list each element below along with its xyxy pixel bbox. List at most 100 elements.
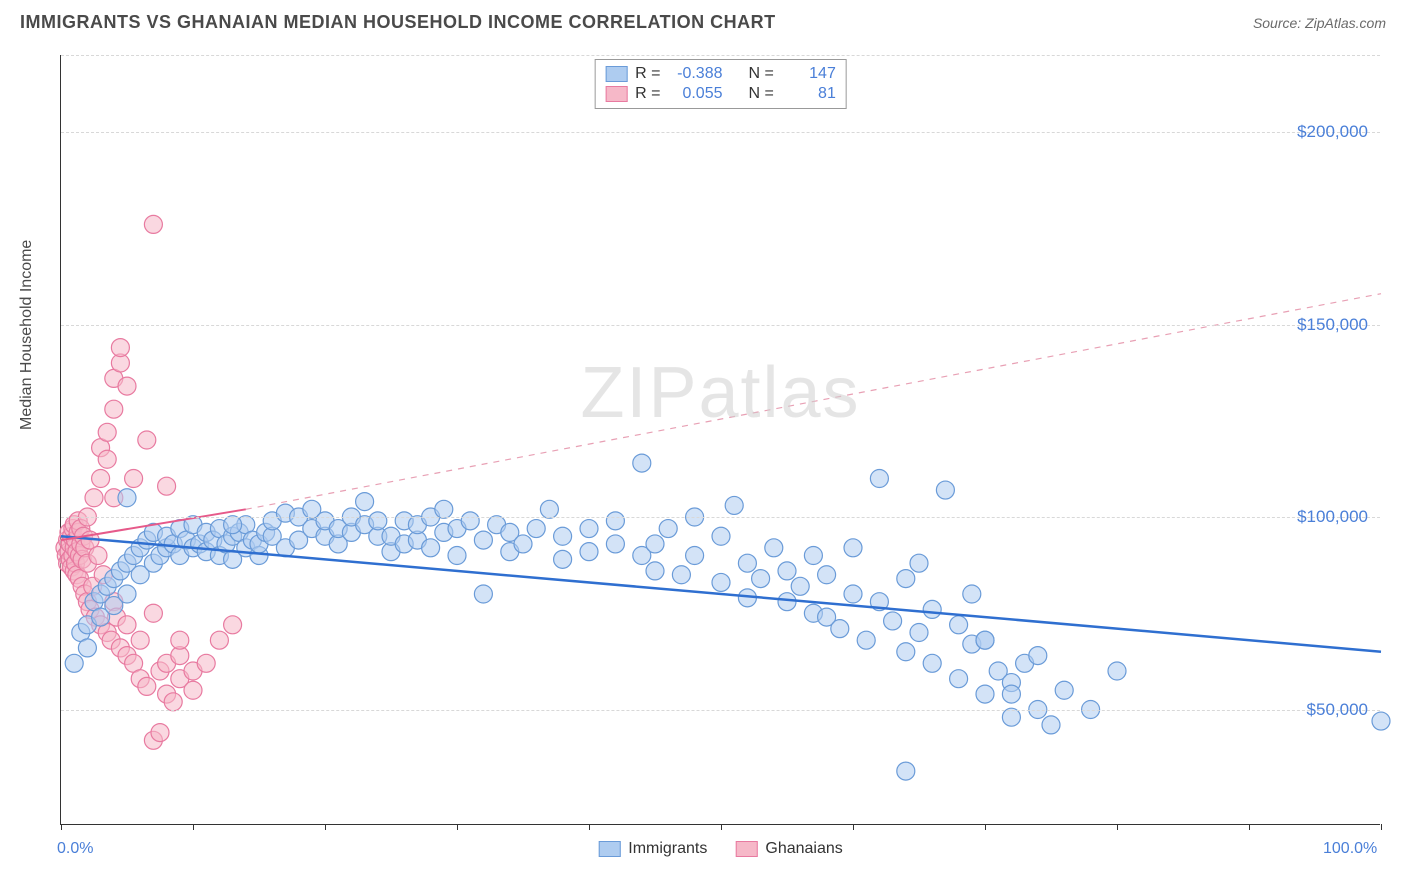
scatter-point [1042, 716, 1060, 734]
scatter-point [461, 512, 479, 530]
scatter-point [936, 481, 954, 499]
legend-row-ghanaians: R = 0.055 N = 81 [605, 84, 836, 104]
scatter-point [857, 631, 875, 649]
trend-line [61, 536, 1381, 652]
scatter-point [356, 493, 374, 511]
x-tick [1381, 824, 1382, 830]
scatter-point [712, 573, 730, 591]
legend-n-value: 147 [782, 65, 836, 83]
chart-plot-area: ZIPatlas R = -0.388 N = 147 R = 0.055 N … [60, 55, 1380, 825]
scatter-point [474, 585, 492, 603]
scatter-point [118, 616, 136, 634]
scatter-point [910, 554, 928, 572]
x-tick [853, 824, 854, 830]
y-tick-label: $150,000 [1297, 315, 1368, 335]
scatter-point [554, 527, 572, 545]
scatter-point [633, 454, 651, 472]
legend-n-label: N = [749, 65, 774, 83]
scatter-point [646, 535, 664, 553]
scatter-point [184, 681, 202, 699]
trend-line-dashed [246, 294, 1381, 510]
scatter-point [738, 554, 756, 572]
scatter-point [65, 654, 83, 672]
scatter-point [158, 477, 176, 495]
scatter-point [144, 215, 162, 233]
scatter-point [884, 612, 902, 630]
y-tick-label: $100,000 [1297, 507, 1368, 527]
scatter-point [554, 550, 572, 568]
gridline [61, 325, 1380, 326]
scatter-point [111, 339, 129, 357]
scatter-point [138, 431, 156, 449]
scatter-point [831, 620, 849, 638]
legend-n-value: 81 [782, 85, 836, 103]
legend-label: Immigrants [628, 840, 707, 858]
scatter-point [98, 423, 116, 441]
scatter-point [164, 693, 182, 711]
scatter-point [725, 496, 743, 514]
chart-source: Source: ZipAtlas.com [1253, 15, 1386, 31]
legend-swatch-ghanaians [735, 841, 757, 857]
chart-title: IMMIGRANTS VS GHANAIAN MEDIAN HOUSEHOLD … [20, 12, 776, 33]
scatter-point [151, 724, 169, 742]
legend-r-label: R = [635, 85, 660, 103]
scatter-point [125, 470, 143, 488]
legend-r-value: -0.388 [669, 65, 723, 83]
scatter-point [580, 543, 598, 561]
scatter-point [210, 631, 228, 649]
legend-item-ghanaians: Ghanaians [735, 840, 842, 858]
scatter-point [131, 631, 149, 649]
scatter-point [1029, 647, 1047, 665]
scatter-point [765, 539, 783, 557]
scatter-point [540, 500, 558, 518]
scatter-point [976, 685, 994, 703]
scatter-point [144, 604, 162, 622]
x-tick [1249, 824, 1250, 830]
scatter-point [923, 654, 941, 672]
gridline [61, 132, 1380, 133]
legend-n-label: N = [749, 85, 774, 103]
scatter-point [474, 531, 492, 549]
scatter-point [976, 631, 994, 649]
gridline [61, 517, 1380, 518]
scatter-point [606, 535, 624, 553]
scatter-point [1002, 708, 1020, 726]
scatter-point [686, 547, 704, 565]
x-tick [193, 824, 194, 830]
scatter-point [804, 547, 822, 565]
scatter-point [118, 489, 136, 507]
scatter-point [752, 570, 770, 588]
legend-swatch-immigrants [605, 66, 627, 82]
scatter-point [435, 500, 453, 518]
scatter-point [448, 547, 466, 565]
legend-correlation-box: R = -0.388 N = 147 R = 0.055 N = 81 [594, 59, 847, 109]
scatter-point [712, 527, 730, 545]
scatter-point [870, 470, 888, 488]
scatter-point [118, 585, 136, 603]
scatter-point [514, 535, 532, 553]
scatter-point [659, 520, 677, 538]
scatter-point [818, 566, 836, 584]
scatter-point [910, 624, 928, 642]
scatter-point [98, 450, 116, 468]
scatter-point [171, 631, 189, 649]
scatter-point [923, 600, 941, 618]
scatter-point [897, 762, 915, 780]
x-tick [457, 824, 458, 830]
legend-swatch-ghanaians [605, 86, 627, 102]
x-tick [985, 824, 986, 830]
scatter-point [1108, 662, 1126, 680]
gridline [61, 710, 1380, 711]
legend-item-immigrants: Immigrants [598, 840, 707, 858]
scatter-point [197, 654, 215, 672]
y-tick-label: $200,000 [1297, 122, 1368, 142]
scatter-point [844, 585, 862, 603]
scatter-point [950, 616, 968, 634]
gridline [61, 55, 1380, 56]
y-axis-label: Median Household Income [18, 240, 36, 430]
scatter-point [118, 377, 136, 395]
scatter-point [85, 489, 103, 507]
scatter-point [950, 670, 968, 688]
legend-r-label: R = [635, 65, 660, 83]
x-tick-label: 100.0% [1323, 840, 1377, 858]
